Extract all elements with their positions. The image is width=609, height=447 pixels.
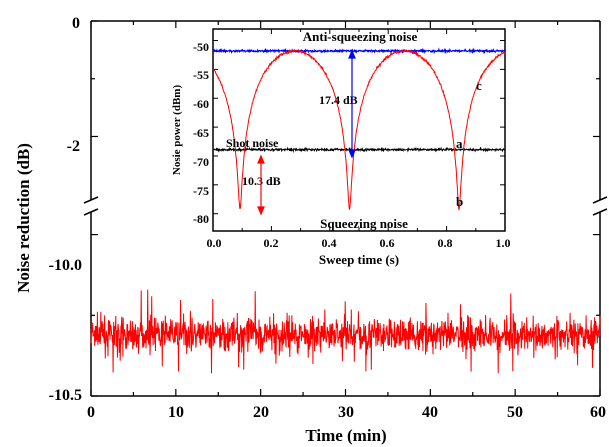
- annotation-squeezing: Squeezing noise: [320, 216, 408, 231]
- inset-chart: -50 -55 -60 -65 -70 -75 -80 0.0 0.2 0.4 …: [171, 28, 511, 267]
- x-tick-label: 30: [338, 404, 354, 421]
- arrow-gap-anti: [348, 49, 356, 159]
- x-tick-label: 20: [253, 404, 269, 421]
- inset-y-tick-label: -65: [193, 126, 209, 140]
- inset-y-tick-label: -70: [193, 155, 209, 169]
- inset-ticks: [212, 29, 506, 231]
- y-tick-label: -10.5: [49, 387, 82, 404]
- y-axis-title: Noise reduction (dB): [14, 143, 33, 293]
- axis-break-marks: [83, 196, 608, 216]
- x-tick-label: 10: [168, 404, 184, 421]
- series-line-a: [212, 146, 506, 154]
- series-label-a: a: [456, 136, 463, 151]
- inset-x-tick-label: 0.0: [207, 236, 222, 250]
- series-label-b: b: [456, 194, 463, 209]
- y-tick-label: 0: [72, 15, 80, 32]
- x-tick-label: 60: [590, 404, 606, 421]
- y-tick-label: -10.0: [49, 257, 82, 274]
- arrow-gap-squeeze: [257, 154, 265, 216]
- series-label-c: c: [476, 78, 482, 93]
- inset-y-tick-label: -55: [193, 68, 209, 82]
- series-line-noise-reduction: [90, 289, 601, 374]
- series-line-c: [212, 47, 506, 55]
- inset-y-tick-label: -50: [193, 40, 209, 54]
- annotation-anti-squeezing: Anti-squeezing noise: [303, 29, 418, 44]
- y-tick-label: -2: [67, 138, 80, 155]
- inset-x-tick-label: 0.4: [322, 236, 337, 250]
- main-ticks: [90, 20, 601, 397]
- inset-frame: [212, 28, 506, 232]
- x-tick-label: 50: [507, 404, 523, 421]
- inset-x-tick-label: 0.2: [264, 236, 279, 250]
- x-axis-title: Time (min): [305, 426, 386, 445]
- inset-x-tick-label: 0.6: [380, 236, 395, 250]
- inset-x-axis-title: Sweep time (s): [319, 252, 399, 267]
- inset-y-tick-label: -60: [193, 97, 209, 111]
- inset-y-axis-title: Nosie power (dBm): [171, 85, 183, 176]
- inset-x-tick-label: 0.8: [438, 236, 453, 250]
- inset-y-tick-label: -80: [193, 212, 209, 226]
- annotation-shot-noise: Shot noise: [226, 136, 279, 150]
- inset-y-tick-label: -75: [193, 184, 209, 198]
- series-line-b: [212, 48, 506, 211]
- annotation-gap-anti: 17.4 dB: [319, 93, 358, 107]
- x-tick-label: 0: [87, 404, 95, 421]
- inset-x-tick-label: 1.0: [496, 236, 511, 250]
- x-tick-label: 40: [422, 404, 438, 421]
